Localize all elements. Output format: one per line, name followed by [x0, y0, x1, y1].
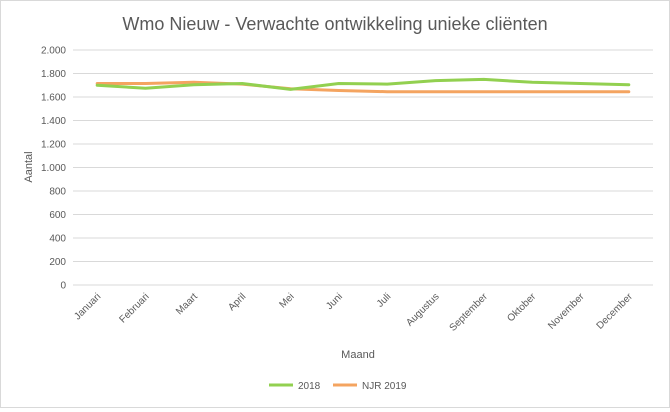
series-line-0	[95, 77, 631, 91]
x-tick-label: December	[595, 291, 636, 332]
y-tick-label: 800	[49, 187, 66, 198]
chart-title: Wmo Nieuw - Verwachte ontwikkeling uniek…	[122, 14, 547, 34]
x-tick-label: April	[226, 291, 248, 313]
y-tick-label: 400	[49, 234, 66, 245]
x-tick-label: September	[448, 291, 491, 334]
legend-label: NJR 2019	[362, 381, 407, 392]
x-tick-label: Maart	[174, 291, 200, 317]
y-tick-label: 1.000	[41, 163, 66, 174]
y-axis-ticks: 0 200 400 600 800 1.000 1.200 1.400 1.600 1.800 2.…	[41, 46, 66, 292]
legend-label: 2018	[298, 381, 321, 392]
x-axis-ticks: Januari Februari Maart April Mei Juni Juli Augu…	[72, 291, 635, 334]
y-tick-label: 1.600	[41, 93, 66, 104]
x-tick-label: Mei	[277, 291, 296, 310]
series-line-1	[95, 80, 631, 94]
x-tick-label: Oktober	[505, 291, 538, 324]
y-tick-label: 1.200	[41, 140, 66, 151]
y-axis-label: Aantal	[23, 151, 35, 182]
series-lines	[95, 77, 631, 94]
y-tick-label: 0	[60, 281, 66, 292]
y-tick-label: 600	[49, 210, 66, 221]
y-tick-label: 200	[49, 257, 66, 268]
gridlines	[73, 49, 653, 286]
y-tick-label: 1.800	[41, 69, 66, 80]
x-tick-label: November	[546, 291, 587, 332]
y-tick-label: 2.000	[41, 46, 66, 57]
x-tick-label: Februari	[118, 291, 152, 325]
y-tick-label: 1.400	[41, 116, 66, 127]
legend: 2018 NJR 2019	[269, 381, 407, 392]
x-tick-label: Augustus	[404, 291, 441, 328]
x-tick-label: Januari	[72, 291, 103, 322]
x-axis-label: Maand	[341, 349, 375, 361]
x-tick-label: Juli	[375, 291, 393, 309]
x-tick-label: Juni	[324, 291, 345, 312]
